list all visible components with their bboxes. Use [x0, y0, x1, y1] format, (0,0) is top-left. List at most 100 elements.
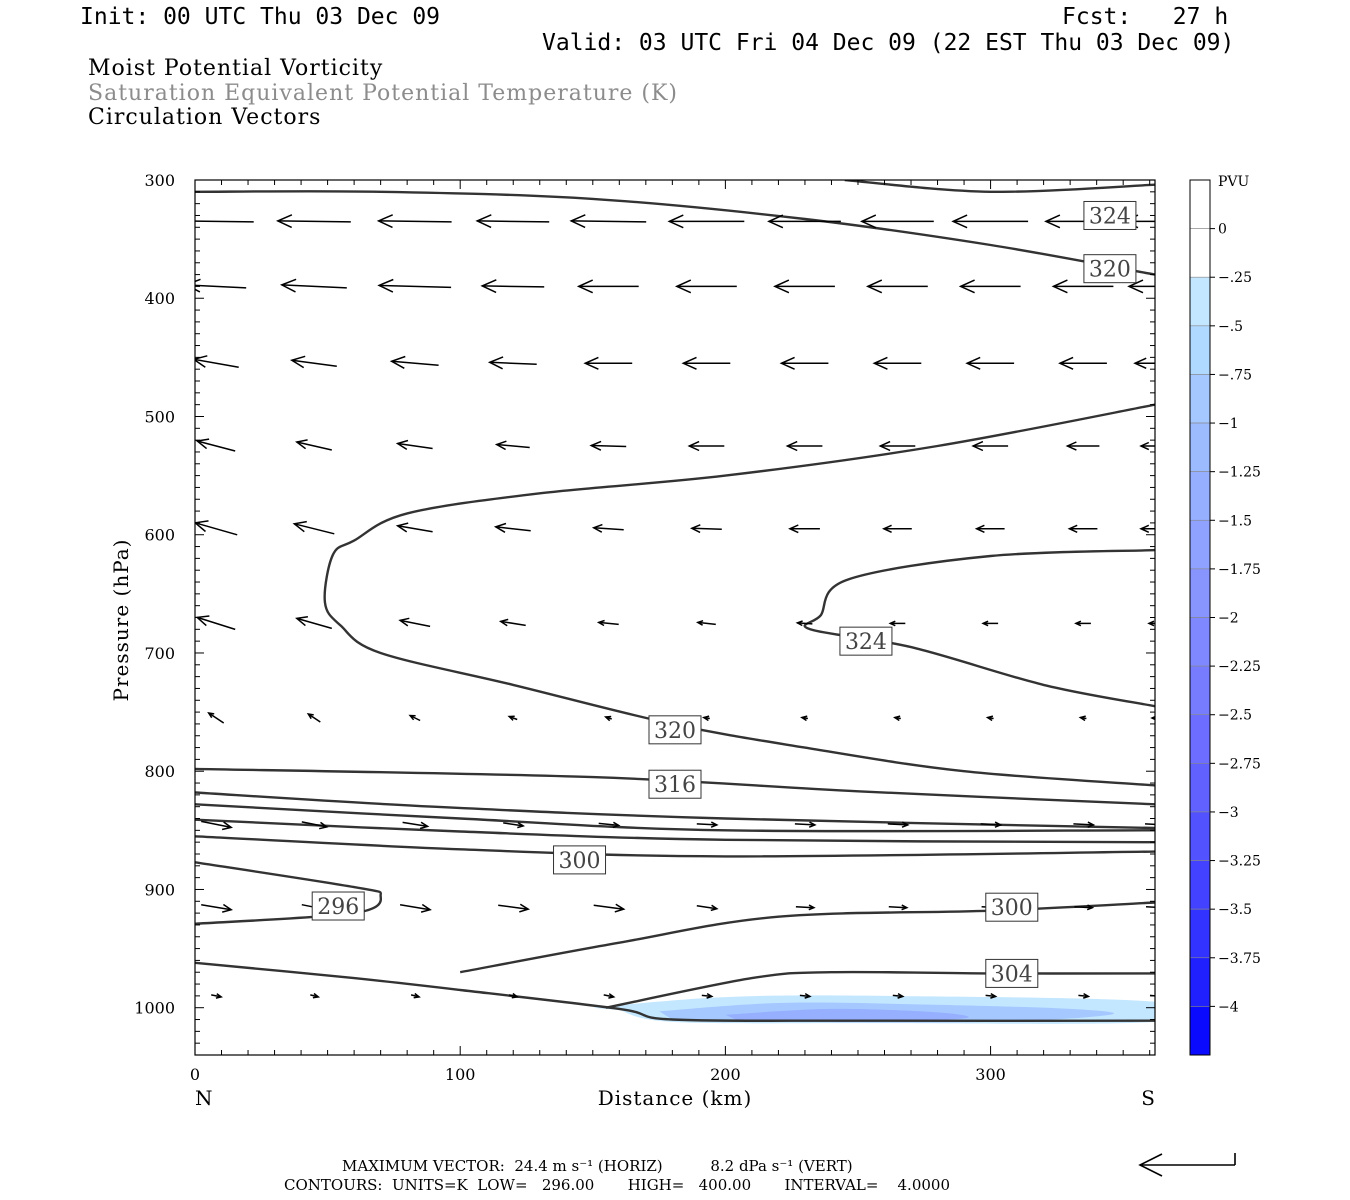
vector-shaft: [1144, 823, 1155, 826]
contour-label: 300: [991, 896, 1033, 921]
circulation-vector: [275, 214, 351, 229]
circulation-vector: [1074, 904, 1095, 911]
vector-head: [1147, 620, 1155, 627]
circulation-vector: [971, 440, 1009, 452]
colorbar-tick-label: −2.5: [1218, 708, 1252, 724]
vector-head: [878, 440, 891, 452]
vector-head: [195, 355, 208, 368]
endpoint-south: S: [1141, 1086, 1155, 1110]
vector-shaft: [593, 527, 624, 531]
circulation-vector: [487, 356, 537, 370]
colorbar-tick-label: −1.25: [1218, 465, 1261, 481]
vector-shaft: [281, 284, 347, 289]
vector-shaft: [195, 284, 247, 289]
circulation-vector: [696, 821, 719, 828]
pv-colorbar: 0 −.25 −.5 −.75 −1 −1.25 −1.5 −1.75 −2 −2.25 −2.5 −…: [1189, 179, 1261, 1056]
circulation-vector: [569, 214, 647, 229]
circulation-vector: [493, 522, 531, 533]
theta-es-contour: [195, 803, 1155, 833]
y-tick-label: 500: [144, 407, 175, 426]
y-tick-label: 300: [144, 171, 175, 190]
contour-label: 316: [654, 773, 696, 798]
vector-head: [1086, 904, 1095, 911]
vector-head: [674, 279, 692, 294]
colorbar-tick-label: −.25: [1218, 270, 1252, 286]
circulation-vector: [788, 524, 820, 534]
circulation-vector: [289, 355, 337, 369]
vector-head: [1133, 357, 1147, 369]
vector-shaft: [197, 440, 236, 452]
vector-head: [1139, 441, 1150, 451]
contour-label-box: [1083, 200, 1137, 230]
vector-head: [687, 440, 700, 452]
circulation-vector: [794, 821, 817, 828]
circulation-vector: [1051, 279, 1114, 294]
init-time: Init: 00 UTC Thu 03 Dec 09: [80, 4, 441, 30]
vector-head: [981, 620, 989, 627]
circulation-vector: [785, 440, 823, 452]
circulation-vector: [395, 522, 433, 533]
circulation-vector: [892, 992, 905, 999]
contour-label: 296: [317, 895, 359, 920]
y-tick-label: 900: [144, 880, 175, 899]
circulation-vector: [398, 617, 431, 628]
colorbar-tick-label: −2.75: [1218, 756, 1261, 772]
circulation-vector: [1073, 821, 1096, 828]
field-label-theta-es: Saturation Equivalent Potential Temperat…: [88, 81, 678, 106]
theta-es-contour: [844, 180, 1155, 194]
vector-head: [800, 715, 808, 722]
circulation-vector: [603, 715, 612, 722]
vector-head: [222, 903, 233, 913]
circulation-vector: [279, 278, 347, 293]
vector-head: [701, 715, 710, 722]
circulation-vector: [503, 821, 526, 829]
circulation-vector: [681, 356, 731, 370]
vector-head: [493, 522, 507, 533]
vector-shaft: [409, 714, 421, 722]
x-axis-title: Distance (km): [598, 1086, 753, 1110]
vector-head: [319, 821, 329, 830]
vector-head: [395, 522, 409, 533]
vector-shaft: [296, 441, 332, 451]
field-label-vectors: Circulation Vectors: [88, 105, 322, 130]
circulation-vector: [1058, 356, 1107, 370]
vector-head: [795, 620, 803, 627]
vector-shaft: [797, 622, 813, 625]
circulation-vector: [773, 279, 835, 294]
colorbar-segment: [1189, 276, 1211, 327]
vector-shaft: [201, 903, 232, 911]
circulation-vector: [295, 439, 332, 451]
vector-head: [706, 992, 714, 999]
vector-head: [398, 617, 410, 627]
vector-shaft: [399, 903, 431, 911]
vector-head: [695, 619, 704, 626]
vector-head: [221, 821, 233, 831]
circulation-vector: [1127, 279, 1155, 294]
contour-label-box: [985, 892, 1039, 922]
circulation-vector: [207, 711, 225, 724]
circulation-vector: [767, 214, 841, 229]
circulation-vector: [1147, 620, 1155, 627]
vector-head: [475, 214, 492, 229]
circulation-vector: [1145, 905, 1155, 908]
vector-shaft: [496, 443, 530, 449]
circulation-vector: [872, 356, 922, 370]
vector-head: [292, 520, 307, 533]
vector-shaft: [593, 904, 624, 910]
circulation-vector: [583, 356, 633, 370]
circulation-vector: [408, 714, 421, 722]
circulation-vector: [701, 715, 710, 722]
colorbar-tick-label: −1.75: [1218, 562, 1261, 578]
colorbar-tick-label: −4: [1218, 999, 1239, 1015]
vector-shaft: [1074, 905, 1093, 909]
colorbar-segment: [1189, 374, 1211, 424]
contour-label-layer: 324 320 324 320 316 300 296 300 304: [311, 200, 1137, 988]
circulation-vector: [603, 993, 616, 999]
vector-head: [583, 356, 599, 370]
colorbar-tick-label: −2: [1218, 611, 1239, 627]
circulation-vector: [958, 279, 1021, 294]
endpoint-north: N: [195, 1086, 213, 1110]
circulation-vector: [410, 992, 421, 999]
vector-head: [487, 356, 504, 370]
